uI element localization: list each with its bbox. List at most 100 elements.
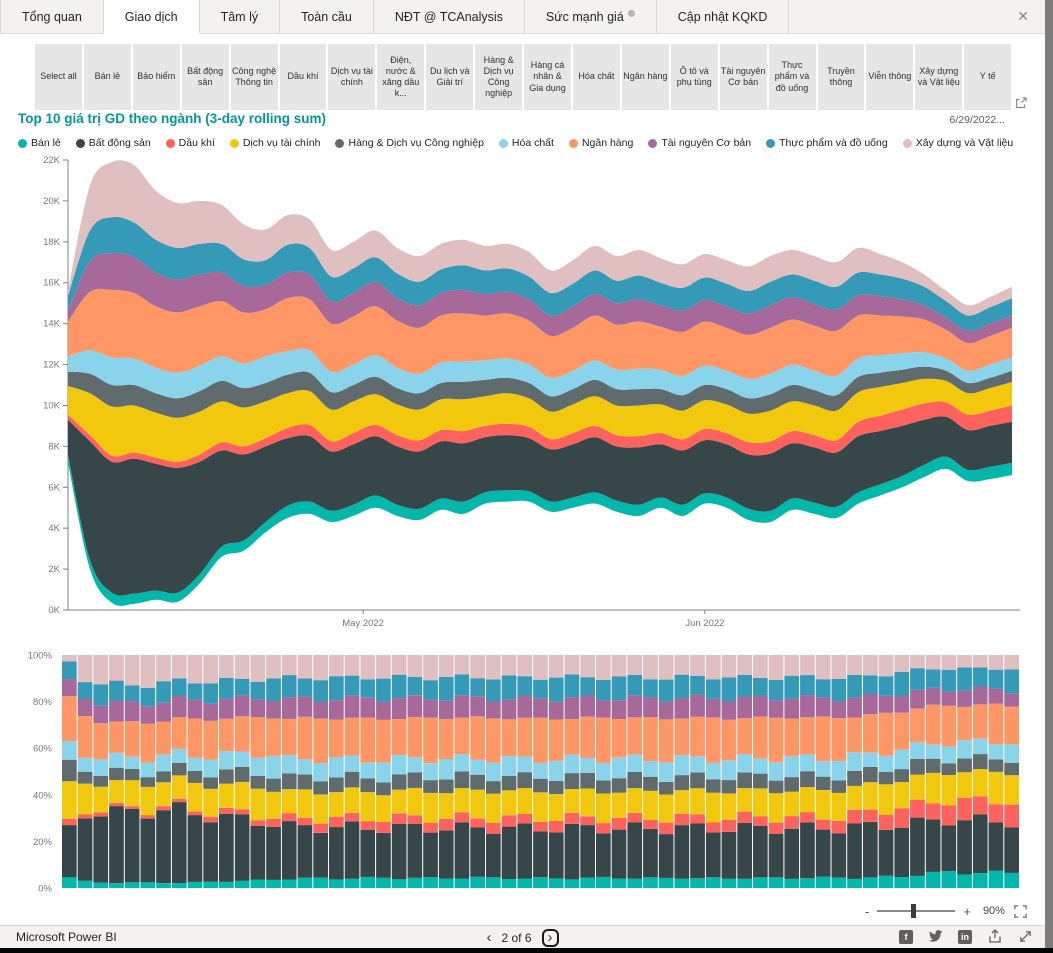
- area-series-dich-vu-tai-chinh[interactable]: [68, 378, 1012, 462]
- filter-chip-dien-nuoc-xang-dau-k[interactable]: Điện, nước & xăng dầu k...: [377, 44, 425, 110]
- legend-item-xay-dung-va-vat-lieu[interactable]: Xây dựng và Vật liệu: [902, 137, 1013, 149]
- percent-bar[interactable]: [643, 655, 658, 888]
- close-icon[interactable]: ✕: [1017, 8, 1029, 24]
- area-series-tai-nguyen-co-ban[interactable]: [68, 252, 1012, 344]
- percent-bar[interactable]: [894, 655, 910, 888]
- percent-bar[interactable]: [753, 655, 768, 888]
- legend-item-tai-nguyen-co-ban[interactable]: Tài nguyên Cơ bản: [648, 137, 751, 149]
- share-icon[interactable]: [987, 929, 1003, 944]
- percent-bar[interactable]: [721, 655, 737, 888]
- filter-chip-ngan-hang[interactable]: Ngân hàng: [621, 44, 669, 110]
- percent-bar[interactable]: [438, 655, 454, 888]
- area-series-ngan-hang[interactable]: [68, 288, 1012, 379]
- zoom-slider-handle[interactable]: [911, 904, 917, 918]
- legend-item-hang-dich-vu-cong-nghiep[interactable]: Hàng & Dịch vụ Công nghiệp: [335, 137, 484, 149]
- filter-chip-hoa-chat[interactable]: Hóa chất: [572, 44, 620, 110]
- percent-bar[interactable]: [957, 655, 972, 888]
- percent-bar[interactable]: [847, 655, 862, 888]
- filter-chip-tai-nguyen-co-ban[interactable]: Tài nguyên Cơ bản: [719, 44, 767, 110]
- area-series-bat-dong-san[interactable]: [68, 416, 1012, 596]
- percent-bar[interactable]: [705, 655, 721, 888]
- percent-bar[interactable]: [988, 655, 1004, 888]
- twitter-icon[interactable]: [928, 930, 943, 943]
- percent-bar[interactable]: [470, 655, 485, 888]
- percent-bar[interactable]: [925, 655, 941, 888]
- legend-item-dich-vu-tai-chinh[interactable]: Dịch vụ tài chính: [229, 137, 320, 149]
- legend-item-ngan-hang[interactable]: Ngân hàng: [568, 137, 633, 149]
- legend-item-hoa-chat[interactable]: Hóa chất: [498, 137, 554, 149]
- stream-area-chart[interactable]: 0K 2K 4K 6K 8K 10K 12K 14K 16K 18K 20K 22K May 2022 J…: [0, 152, 1040, 634]
- percent-bar[interactable]: [344, 655, 360, 888]
- percent-bar[interactable]: [564, 655, 580, 888]
- percent-bar[interactable]: [580, 655, 595, 888]
- area-series-hoa-chat[interactable]: [68, 348, 1012, 399]
- filter-chip-truyen-thong[interactable]: Truyền thông: [817, 44, 865, 110]
- percent-bar[interactable]: [674, 655, 690, 888]
- percent-bar[interactable]: [234, 655, 250, 888]
- area-series-hang-dich-vu-cong-nghiep[interactable]: [68, 366, 1012, 418]
- filter-chip-bat-dong-san[interactable]: Bất động sản: [181, 44, 229, 110]
- percent-bar[interactable]: [878, 655, 894, 888]
- percent-bar[interactable]: [360, 655, 376, 888]
- percent-bar[interactable]: [77, 655, 93, 888]
- filter-chip-hang-ca-nhan-gia-dung[interactable]: Hàng cá nhân & Gia dụng: [524, 44, 571, 110]
- percent-bar[interactable]: [423, 655, 438, 888]
- facebook-icon[interactable]: f: [899, 929, 913, 944]
- tab-ndt-tcanalysis[interactable]: NĐT @ TCAnalysis: [373, 0, 525, 33]
- filter-chip-o-to-va-phu-tung[interactable]: Ô tô và phụ tùng: [670, 44, 718, 110]
- percent-bar[interactable]: [486, 655, 501, 888]
- percent-bar[interactable]: [627, 655, 643, 888]
- percent-bar[interactable]: [329, 655, 344, 888]
- percent-bar[interactable]: [941, 655, 957, 888]
- filter-chip-cong-nghe-thong-tin[interactable]: Công nghệ Thông tin: [230, 44, 278, 110]
- tab-toan-cau[interactable]: Toàn cầu: [280, 0, 374, 33]
- filter-chip-hang-dich-vu-cong-nghiep[interactable]: Hàng & Dịch vụ Công nghiệp: [475, 44, 523, 110]
- percent-bar[interactable]: [863, 655, 878, 888]
- filter-chip-dich-vu-tai-chinh[interactable]: Dịch vụ tài chính: [328, 44, 376, 110]
- percent-bar[interactable]: [533, 655, 548, 888]
- next-page-button[interactable]: ›: [541, 928, 559, 947]
- percent-bar[interactable]: [62, 655, 77, 888]
- percent-bar[interactable]: [313, 655, 328, 888]
- percent-bar[interactable]: [831, 655, 847, 888]
- percent-bar[interactable]: [109, 655, 124, 888]
- filter-chip-thuc-pham-va-do-uong[interactable]: Thực phẩm và đồ uống: [768, 44, 816, 110]
- filter-chip-vien-thong[interactable]: Viễn thông: [866, 44, 914, 110]
- legend-item-thuc-pham-va-do-uong[interactable]: Thực phẩm và đồ uống: [766, 137, 888, 149]
- filter-chip-select-all[interactable]: Select all: [35, 44, 82, 110]
- percent-bar[interactable]: [596, 655, 611, 888]
- legend-item-ban-le[interactable]: Bán lẻ: [18, 137, 61, 149]
- tab-tong-quan[interactable]: Tổng quan: [0, 0, 104, 33]
- percent-bar[interactable]: [517, 655, 533, 888]
- percent-bar[interactable]: [376, 655, 391, 888]
- percent-bar[interactable]: [910, 655, 925, 888]
- percent-bar[interactable]: [250, 655, 266, 888]
- linkedin-icon[interactable]: in: [958, 929, 972, 944]
- area-series-dau-khi[interactable]: [68, 401, 1012, 468]
- percent-bar[interactable]: [203, 655, 218, 888]
- tab-tam-ly[interactable]: Tâm lý: [199, 0, 281, 33]
- tab-giao-dich[interactable]: Giao dịch: [103, 0, 200, 34]
- tab-suc-manh-gia[interactable]: Sức mạnh giá: [524, 0, 657, 33]
- tab-cap-nhat-kqkd[interactable]: Cập nhật KQKD: [656, 0, 790, 33]
- percent-bar[interactable]: [391, 655, 407, 888]
- area-series-ban-le[interactable]: [68, 454, 1012, 606]
- percent-bar[interactable]: [784, 655, 800, 888]
- percent-bar[interactable]: [972, 655, 988, 888]
- area-series-xay-dung-va-vat-lieu[interactable]: [68, 160, 1012, 316]
- percent-bar[interactable]: [140, 655, 156, 888]
- percent-bar[interactable]: [266, 655, 281, 888]
- percent-bar[interactable]: [815, 655, 831, 888]
- percent-bar[interactable]: [187, 655, 203, 888]
- percent-bar[interactable]: [548, 655, 564, 888]
- percent-bar[interactable]: [501, 655, 517, 888]
- percent-bar[interactable]: [737, 655, 752, 888]
- percent-bar[interactable]: [658, 655, 674, 888]
- percent-bar[interactable]: [219, 655, 234, 888]
- percent-bar[interactable]: [611, 655, 627, 888]
- percent-bar[interactable]: [297, 655, 313, 888]
- percent-bar[interactable]: [1004, 655, 1019, 888]
- percent-bar[interactable]: [768, 655, 784, 888]
- filter-chip-y-te[interactable]: Y tế: [964, 44, 1012, 110]
- percent-bar[interactable]: [171, 655, 187, 888]
